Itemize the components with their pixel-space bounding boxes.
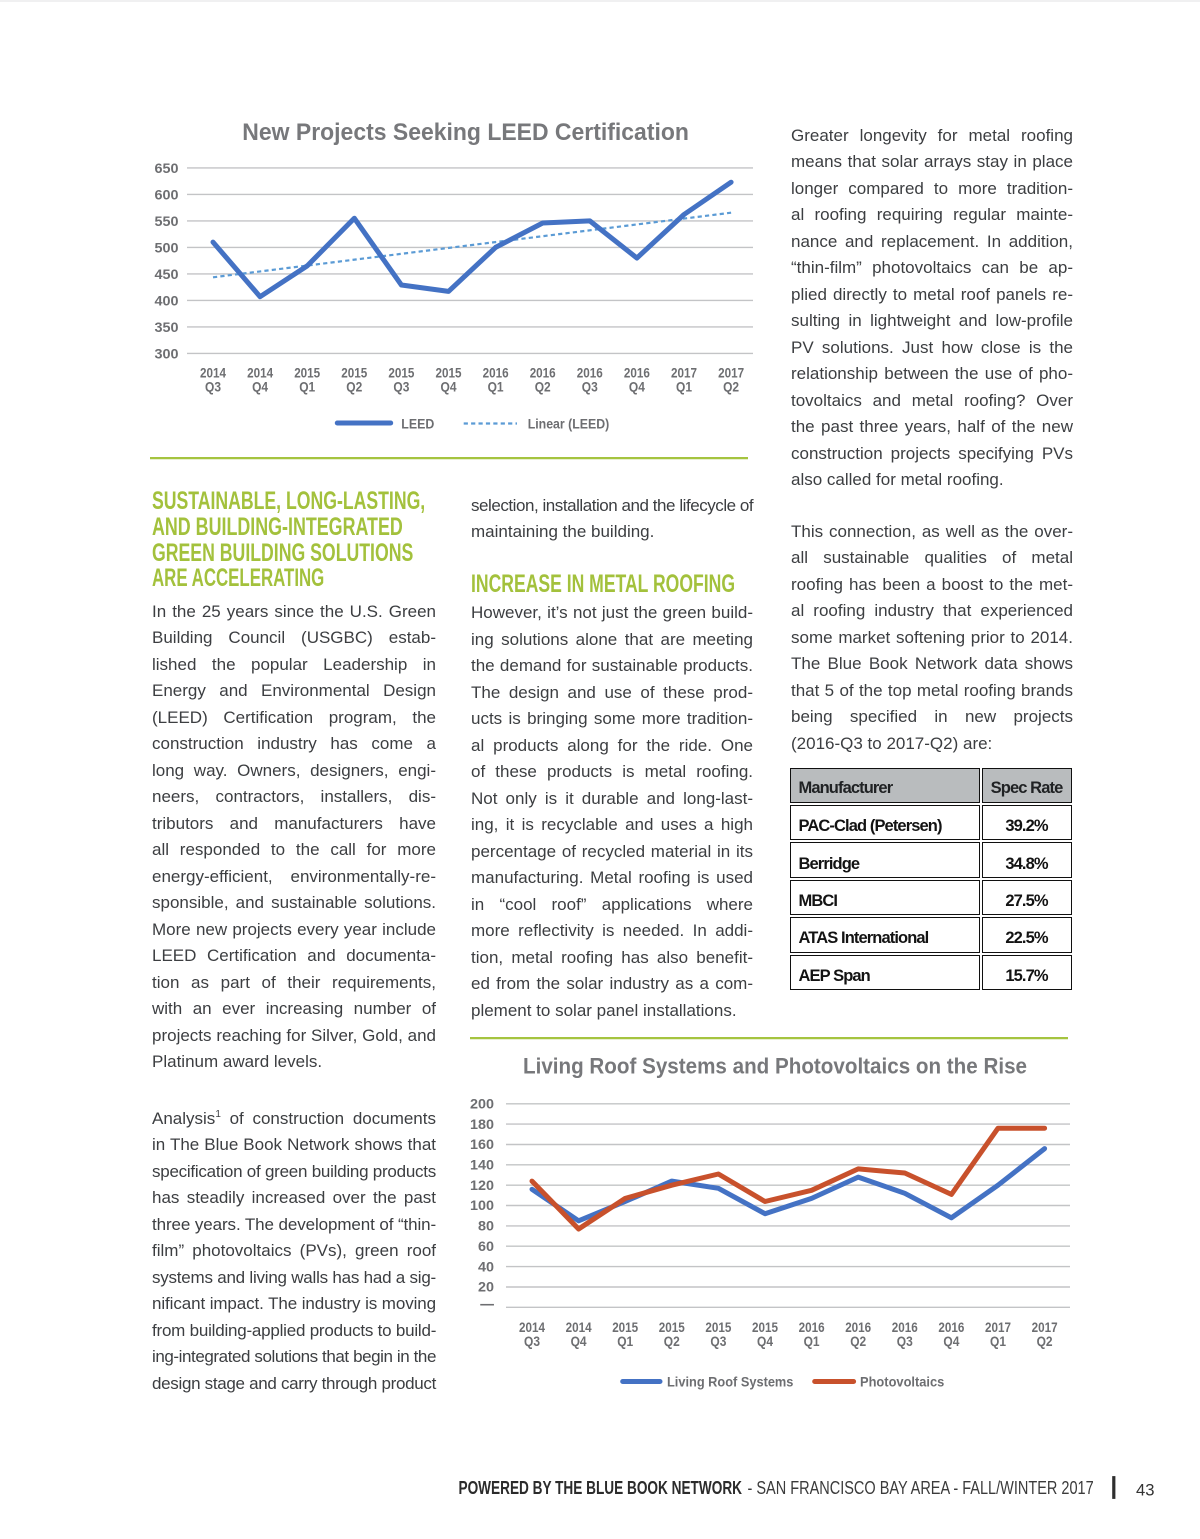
svg-text:Q2: Q2 (850, 1333, 866, 1349)
svg-text:Q4: Q4 (629, 379, 645, 395)
svg-text:Q3: Q3 (582, 379, 598, 395)
svg-text:Q2: Q2 (346, 379, 362, 395)
svg-text:2015: 2015 (659, 1319, 685, 1335)
svg-text:2015: 2015 (705, 1319, 731, 1335)
svg-text:2016: 2016 (483, 365, 509, 381)
svg-text:Q3: Q3 (393, 379, 409, 395)
svg-text:Q3: Q3 (524, 1333, 540, 1349)
svg-text:350: 350 (155, 319, 179, 335)
svg-text:2014: 2014 (200, 365, 226, 381)
svg-text:- SAN FRANCISCO BAY AREA - FAL: - SAN FRANCISCO BAY AREA - FALL/WINTER 2… (748, 1478, 1094, 1498)
svg-text:2016: 2016 (892, 1319, 918, 1335)
svg-text:Q4: Q4 (943, 1333, 959, 1349)
svg-text:140: 140 (470, 1157, 494, 1173)
svg-text:160: 160 (470, 1136, 494, 1152)
svg-text:600: 600 (155, 186, 179, 202)
svg-text:Q1: Q1 (676, 379, 692, 395)
svg-text:Q4: Q4 (571, 1333, 587, 1349)
svg-text:2014: 2014 (519, 1319, 545, 1335)
svg-text:Q2: Q2 (664, 1333, 680, 1349)
svg-text:Q1: Q1 (804, 1333, 820, 1349)
svg-text:2017: 2017 (985, 1319, 1011, 1335)
svg-text:2015: 2015 (612, 1319, 638, 1335)
svg-text:2017: 2017 (1032, 1319, 1058, 1335)
svg-text:Q3: Q3 (205, 379, 221, 395)
svg-text:Q4: Q4 (252, 379, 268, 395)
svg-text:120: 120 (470, 1177, 494, 1193)
svg-text:Linear (LEED): Linear (LEED) (528, 415, 610, 431)
svg-text:300: 300 (155, 345, 179, 361)
svg-text:LEED: LEED (401, 415, 434, 431)
svg-text:Q4: Q4 (757, 1333, 773, 1349)
svg-text:—: — (480, 1296, 494, 1313)
svg-text:60: 60 (478, 1238, 494, 1254)
svg-text:2015: 2015 (752, 1319, 778, 1335)
svg-text:2017: 2017 (718, 365, 744, 381)
svg-text:2015: 2015 (341, 365, 367, 381)
svg-text:Q4: Q4 (441, 379, 457, 395)
svg-text:80: 80 (478, 1218, 494, 1234)
svg-text:2015: 2015 (294, 365, 320, 381)
svg-text:Living Roof Systems and Photov: Living Roof Systems and Photovoltaics on… (523, 1054, 1027, 1079)
svg-text:2016: 2016 (799, 1319, 825, 1335)
svg-text:43: 43 (1136, 1481, 1155, 1499)
svg-text:180: 180 (470, 1116, 494, 1132)
svg-text:Living Roof Systems: Living Roof Systems (667, 1374, 794, 1390)
svg-text:Q1: Q1 (299, 379, 315, 395)
svg-text:500: 500 (155, 239, 179, 255)
svg-text:450: 450 (155, 266, 179, 282)
svg-text:2016: 2016 (845, 1319, 871, 1335)
svg-text:200: 200 (470, 1096, 494, 1112)
svg-text:Q3: Q3 (897, 1333, 913, 1349)
svg-text:2017: 2017 (671, 365, 697, 381)
svg-text:2016: 2016 (938, 1319, 964, 1335)
svg-text:Q2: Q2 (723, 379, 739, 395)
svg-text:40: 40 (478, 1258, 494, 1274)
svg-text:2016: 2016 (530, 365, 556, 381)
svg-text:2016: 2016 (624, 365, 650, 381)
svg-text:Q1: Q1 (990, 1333, 1006, 1349)
svg-text:2014: 2014 (566, 1319, 592, 1335)
svg-text:20: 20 (478, 1279, 494, 1295)
svg-text:2016: 2016 (577, 365, 603, 381)
svg-text:Photovoltaics: Photovoltaics (860, 1374, 944, 1390)
svg-text:100: 100 (470, 1197, 494, 1213)
svg-text:650: 650 (155, 160, 179, 176)
svg-text:2014: 2014 (247, 365, 273, 381)
svg-text:2015: 2015 (436, 365, 462, 381)
svg-text:Q3: Q3 (710, 1333, 726, 1349)
svg-text:Q1: Q1 (488, 379, 504, 395)
svg-text:Q2: Q2 (535, 379, 551, 395)
svg-text:550: 550 (155, 213, 179, 229)
svg-text:New Projects Seeking LEED Cert: New Projects Seeking LEED Certification (242, 119, 689, 146)
svg-text:Q1: Q1 (617, 1333, 633, 1349)
svg-text:Q2: Q2 (1037, 1333, 1053, 1349)
svg-text:400: 400 (155, 292, 179, 308)
svg-text:2015: 2015 (388, 365, 414, 381)
svg-text:POWERED BY THE BLUE BOOK NETWO: POWERED BY THE BLUE BOOK NETWORK (459, 1478, 743, 1498)
